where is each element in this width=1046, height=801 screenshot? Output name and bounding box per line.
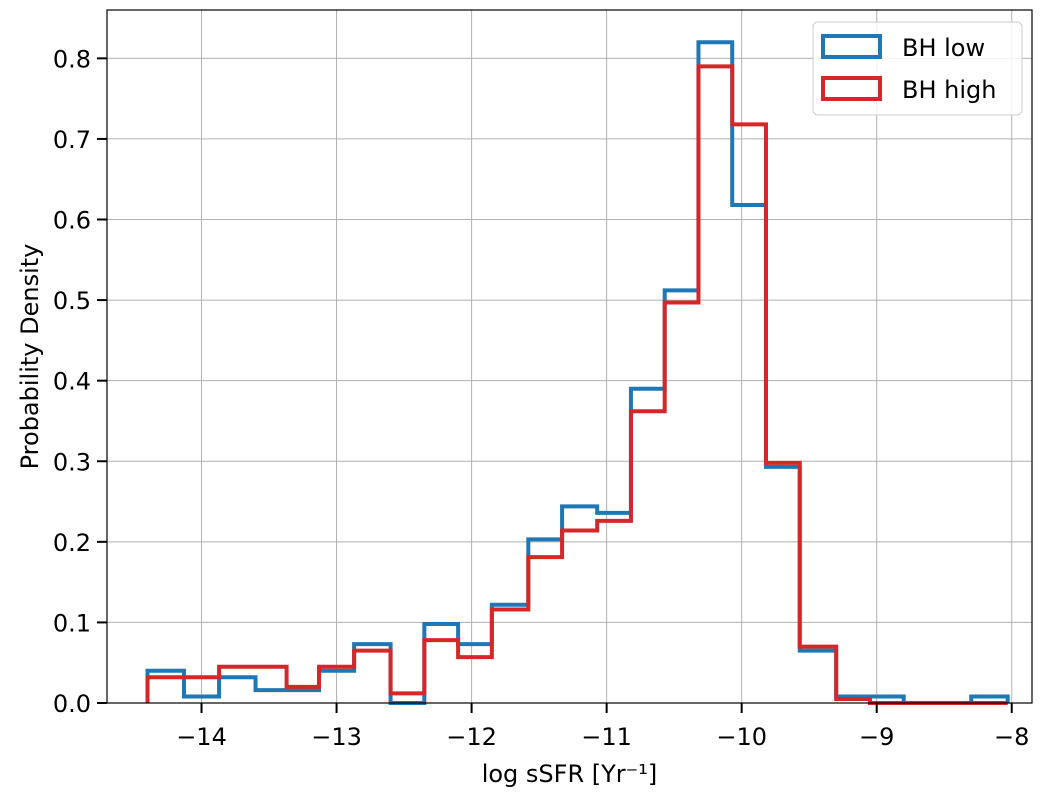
axis-ticks: −14 −13 −12 −11 −10 −9 −8 0.0 0.1 0.2 0.3 0.4 0.5 0.6… [53,45,1030,751]
y-axis-label: Probability Density [16,244,44,470]
x-tick-label: −11 [581,723,632,751]
x-tick-label: −14 [176,723,227,751]
y-tick-label: 0.3 [53,448,91,476]
x-axis-label: log sSFR [Yr⁻¹] [482,760,658,788]
x-tick-label: −10 [716,723,767,751]
grid-lines [107,10,1032,704]
series-layer [145,40,1010,705]
y-tick-label: 0.0 [53,690,91,718]
y-tick-label: 0.2 [53,529,91,557]
y-tick-label: 0.5 [53,287,91,315]
y-tick-label: 0.8 [53,45,91,73]
legend: BH low BH high [812,21,1023,116]
x-tick-label: −13 [311,723,362,751]
legend-box [812,21,1023,116]
legend-swatch [821,76,882,101]
series-bh-high [145,64,1008,705]
y-tick-label: 0.4 [53,368,91,396]
plot-frame [106,9,1033,704]
x-tick-label: −8 [994,723,1029,751]
y-tick-label: 0.7 [53,126,91,154]
legend-label: BH high [902,76,996,104]
x-tick-label: −9 [859,723,894,751]
y-tick-label: 0.1 [53,609,91,637]
legend-label: BH low [902,34,985,62]
y-tick-label: 0.6 [53,207,91,235]
x-tick-label: −12 [446,723,497,751]
legend-swatch [821,34,882,59]
